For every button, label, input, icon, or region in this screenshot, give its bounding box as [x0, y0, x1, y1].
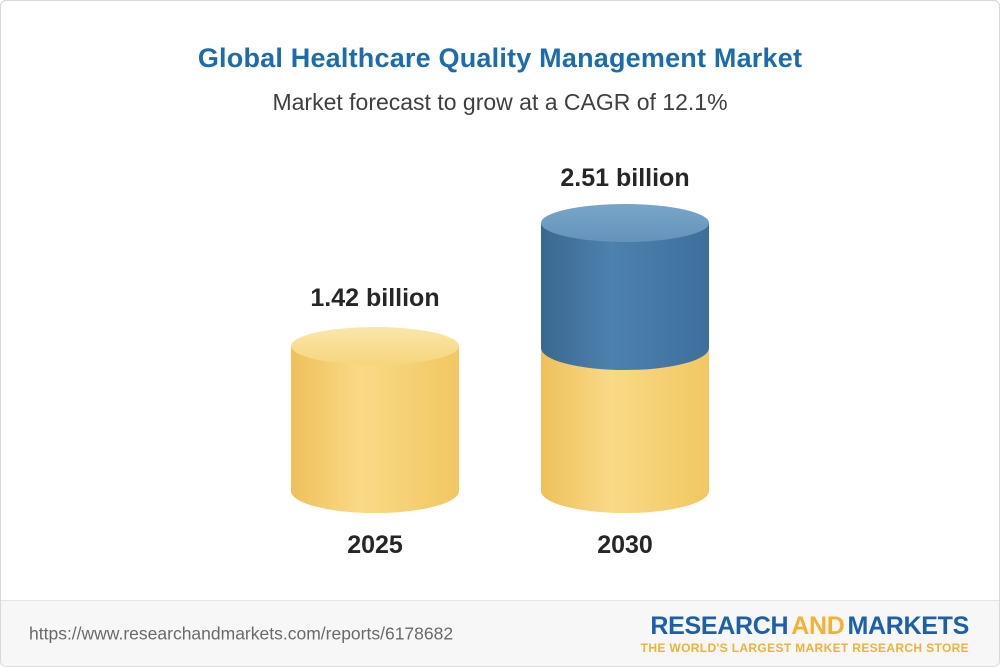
x-axis-label-2030: 2030 [597, 531, 653, 559]
cylinder-2025-body [291, 346, 459, 513]
cylinder-2030-top-ellipse [541, 204, 709, 242]
cylinder-2025-top-ellipse [291, 327, 459, 365]
bar-2030-value-label: 2.51 billion [560, 164, 690, 192]
logo-word-and: AND [791, 611, 845, 640]
cylinder-2030-growth-segment [541, 223, 709, 370]
report-url-link[interactable]: https://www.researchandmarkets.com/repor… [29, 623, 454, 643]
footer-bar: https://www.researchandmarkets.com/repor… [1, 600, 999, 666]
logo-word-markets: MARKETS [847, 611, 969, 640]
bar-2025-value-label: 1.42 billion [310, 284, 440, 312]
logo-tagline: THE WORLD'S LARGEST MARKET RESEARCH STOR… [640, 640, 969, 655]
cylinder-2030-base-segment [541, 347, 709, 513]
x-axis-label-2025: 2025 [347, 531, 403, 559]
logo-word-research: RESEARCH [650, 611, 789, 640]
page-title: Global Healthcare Quality Management Mar… [197, 43, 803, 73]
research-and-markets-logo[interactable]: RESEARCH AND MARKETS THE WORLD'S LARGEST M… [640, 612, 970, 655]
chart-subtitle: Market forecast to grow at a CAGR of 12.… [272, 89, 728, 115]
logo-wordmark: RESEARCH AND MARKETS [641, 612, 969, 638]
